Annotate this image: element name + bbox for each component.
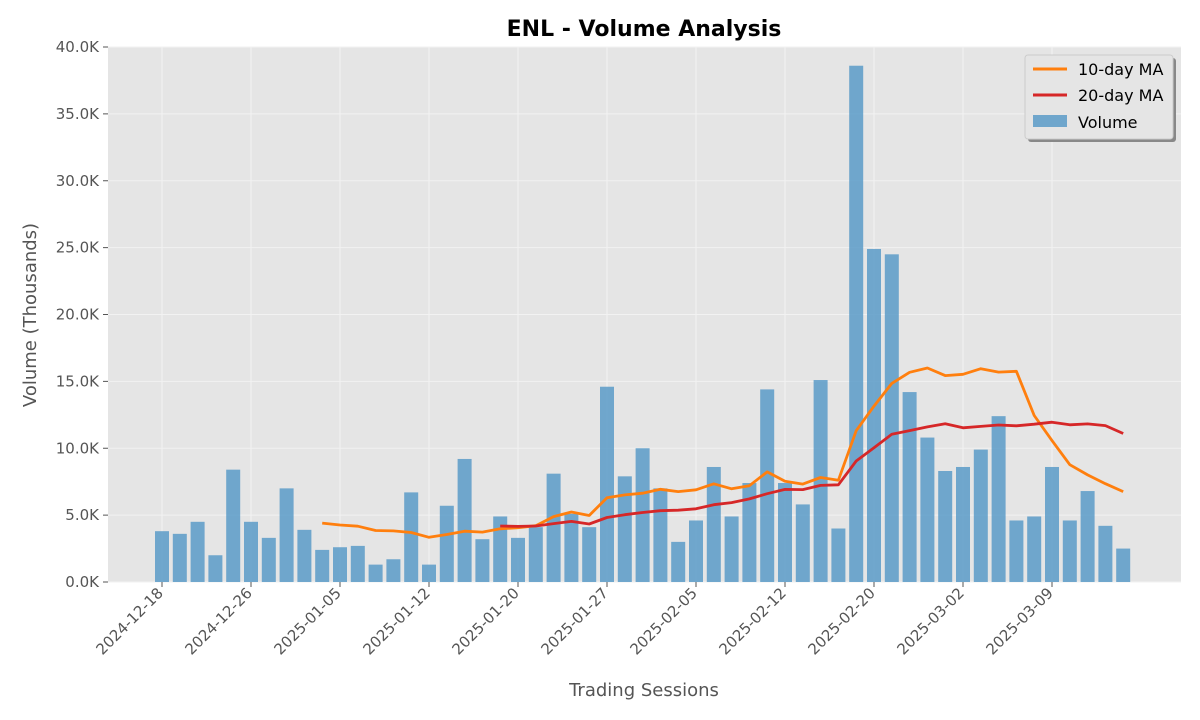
volume-bar bbox=[190, 521, 205, 582]
volume-bar bbox=[350, 545, 365, 582]
volume-bar bbox=[653, 488, 668, 582]
volume-bar bbox=[831, 528, 846, 582]
volume-bar bbox=[457, 458, 472, 582]
volume-bar bbox=[493, 516, 508, 582]
volume-bar bbox=[724, 516, 739, 582]
y-tick-label: 10.0K bbox=[56, 439, 100, 457]
y-tick-label: 15.0K bbox=[56, 372, 100, 390]
y-tick-label: 35.0K bbox=[56, 105, 100, 123]
volume-bar bbox=[511, 537, 525, 582]
y-tick-label: 0.0K bbox=[65, 573, 100, 591]
volume-bar bbox=[635, 448, 650, 582]
legend: 10-day MA 20-day MA Volume bbox=[1024, 54, 1176, 142]
volume-bar bbox=[1062, 520, 1077, 582]
volume-bar bbox=[1080, 491, 1095, 582]
volume-bar bbox=[778, 483, 792, 582]
volume-bars bbox=[155, 65, 1131, 583]
x-tick-label: 2025-02-12 bbox=[715, 584, 789, 658]
volume-bar bbox=[1009, 520, 1024, 582]
volume-bar bbox=[439, 505, 454, 582]
volume-bar bbox=[546, 473, 561, 582]
volume-bar bbox=[813, 380, 828, 582]
volume-bar bbox=[973, 449, 988, 582]
y-tick-label: 25.0K bbox=[56, 239, 100, 257]
volume-bar bbox=[155, 531, 169, 582]
volume-bar bbox=[582, 527, 597, 582]
y-tick-label: 5.0K bbox=[65, 506, 100, 524]
volume-bar bbox=[564, 513, 579, 582]
volume-bar bbox=[991, 416, 1006, 582]
volume-bar bbox=[422, 564, 436, 582]
volume-bar bbox=[867, 248, 881, 582]
volume-bar bbox=[333, 547, 347, 582]
x-tick-label: 2025-01-05 bbox=[270, 584, 344, 658]
x-tick-label: 2025-01-20 bbox=[448, 584, 522, 658]
volume-bar bbox=[386, 559, 401, 582]
x-tick-label: 2025-01-12 bbox=[359, 584, 433, 658]
y-tick-label: 30.0K bbox=[56, 172, 100, 190]
x-axis-ticks: 2024-12-18 2024-12-26 2025-01-05 2025-01-12… bbox=[92, 582, 1057, 658]
volume-bar bbox=[315, 549, 330, 582]
x-tick-label: 2025-02-05 bbox=[626, 584, 700, 658]
volume-bar bbox=[689, 520, 703, 582]
y-axis-ticks: 0.0K 5.0K 10.0K 15.0K 20.0K 25.0K 30.0K 35.0K 40… bbox=[56, 38, 108, 591]
volume-bar bbox=[528, 527, 543, 582]
volume-bar bbox=[1116, 548, 1131, 582]
volume-bar bbox=[208, 555, 223, 582]
volume-bar bbox=[244, 521, 258, 582]
volume-bar bbox=[368, 564, 383, 582]
volume-bar bbox=[902, 392, 917, 582]
volume-bar bbox=[920, 437, 935, 582]
volume-bar bbox=[404, 492, 419, 582]
volume-bar bbox=[884, 254, 899, 582]
x-tick-label: 2024-12-26 bbox=[181, 584, 255, 658]
20-day-ma-line bbox=[500, 420, 1124, 528]
volume-bar bbox=[760, 389, 775, 582]
x-axis-label: Trading Sessions bbox=[568, 680, 719, 701]
x-tick-label: 2025-02-20 bbox=[804, 584, 878, 658]
moving-average-lines bbox=[322, 366, 1124, 539]
volume-bar bbox=[671, 541, 686, 582]
volume-bar bbox=[297, 529, 312, 582]
chart-title: ENL - Volume Analysis bbox=[507, 17, 782, 42]
volume-bar bbox=[617, 476, 632, 582]
volume-bar bbox=[956, 466, 970, 582]
y-axis-label: Volume (Thousands) bbox=[20, 223, 41, 407]
x-tick-label: 2025-03-02 bbox=[893, 584, 967, 658]
volume-bar bbox=[475, 539, 490, 582]
x-tick-label: 2025-01-27 bbox=[537, 584, 611, 658]
legend-label-volume: Volume bbox=[1078, 113, 1138, 132]
legend-swatch-volume bbox=[1033, 115, 1067, 127]
x-tick-label: 2024-12-18 bbox=[92, 584, 166, 658]
volume-bar bbox=[226, 469, 241, 582]
volume-bar bbox=[600, 386, 614, 582]
volume-bar bbox=[795, 504, 810, 582]
10-day-ma-line bbox=[322, 366, 1124, 539]
volume-bar bbox=[172, 533, 187, 582]
legend-label-20-day-ma: 20-day MA bbox=[1078, 86, 1163, 105]
volume-bar bbox=[938, 470, 953, 582]
volume-bar bbox=[1027, 516, 1042, 582]
x-tick-label: 2025-03-09 bbox=[982, 584, 1056, 658]
volume-bar bbox=[1045, 466, 1059, 582]
volume-bar bbox=[849, 65, 864, 583]
y-tick-label: 20.0K bbox=[56, 306, 100, 324]
volume-bar bbox=[1098, 525, 1113, 582]
volume-bar bbox=[279, 488, 294, 582]
volume-bar bbox=[742, 483, 757, 582]
legend-label-10-day-ma: 10-day MA bbox=[1078, 60, 1163, 79]
volume-bar bbox=[706, 466, 721, 582]
y-tick-label: 40.0K bbox=[56, 38, 100, 56]
volume-bar bbox=[261, 537, 276, 582]
